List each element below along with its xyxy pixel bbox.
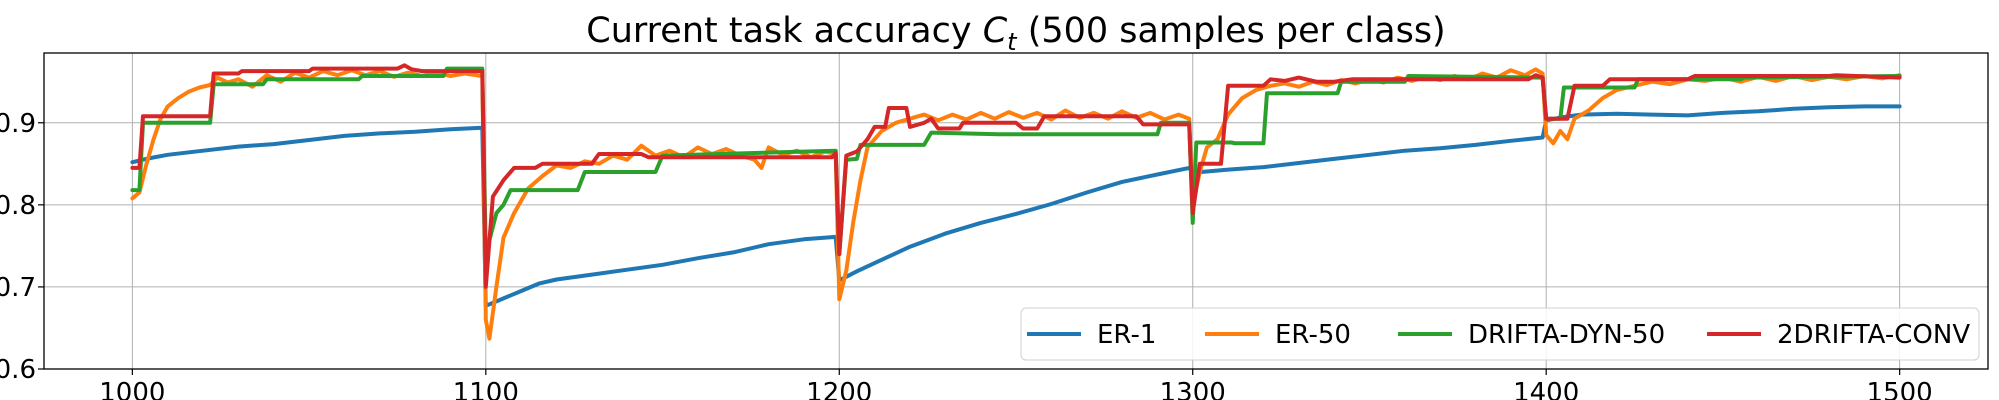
y-tick-label: 0.8 xyxy=(0,191,36,221)
x-tick-label: 1300 xyxy=(1160,378,1226,400)
series-line-2drifta-conv xyxy=(130,63,1902,289)
y-tick-label: 0.9 xyxy=(0,109,36,139)
legend-box xyxy=(1020,307,1980,361)
chart-title-text: Current task accuracy xyxy=(586,11,982,51)
chart-title-symbol: C xyxy=(983,11,1008,51)
chart-title-suffix: (500 samples per class) xyxy=(1017,11,1446,51)
x-tick-label: 1500 xyxy=(1867,378,1933,400)
series-lines xyxy=(130,63,1902,341)
y-tick-label: 0.6 xyxy=(0,355,36,385)
x-tick-label: 1100 xyxy=(453,378,519,400)
legend-label: DRIFTA-DYN-50 xyxy=(1468,320,1665,350)
series-line-er-1 xyxy=(130,104,1902,308)
x-tick-label: 1200 xyxy=(806,378,872,400)
legend-label: ER-50 xyxy=(1275,320,1351,350)
chart-title: Current task accuracy Ct (500 samples pe… xyxy=(586,11,1445,56)
chart-title-subscript: t xyxy=(1007,28,1018,56)
series-line-drifta-dyn-50 xyxy=(130,66,1902,257)
y-tick-label: 0.7 xyxy=(0,273,36,303)
axis-ticks: 1000 1100 1200 1300 1400 1500 0.6 0.7 0.8 0.9 xyxy=(0,109,1933,400)
x-tick-label: 1400 xyxy=(1513,378,1579,400)
legend-label: ER-1 xyxy=(1097,320,1156,350)
axes-frame xyxy=(43,52,1989,370)
legend: ER-1 ER-50 DRIFTA-DYN-50 2DRIFTA-CONV xyxy=(1020,307,1980,361)
legend-label: 2DRIFTA-CONV xyxy=(1777,320,1970,350)
x-tick-label: 1000 xyxy=(99,378,165,400)
series-line-er-50 xyxy=(130,67,1902,341)
